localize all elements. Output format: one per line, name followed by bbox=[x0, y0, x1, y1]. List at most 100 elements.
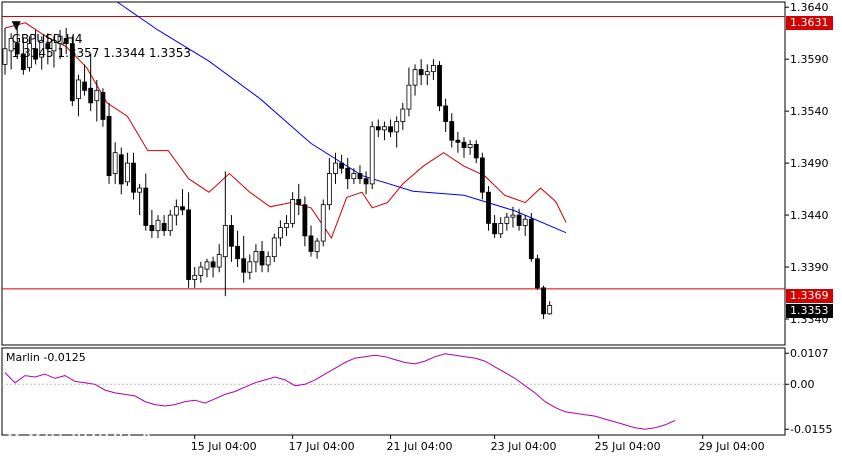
candle-body bbox=[308, 235, 314, 252]
level-tag-upper: 1.3631 bbox=[786, 16, 833, 30]
candle-body bbox=[369, 126, 375, 185]
candle-body bbox=[492, 222, 498, 235]
candle-body bbox=[486, 191, 491, 224]
candle-body bbox=[498, 222, 504, 235]
candle-body bbox=[253, 251, 259, 263]
indicator-value: -0.0125 bbox=[43, 351, 86, 364]
marlin-oscillator-line bbox=[4, 353, 676, 430]
instaforex-logo: instaforex Instant Forex Trading bbox=[4, 415, 184, 457]
time-axis-label: 29 Jul 04:00 bbox=[698, 440, 765, 453]
candle-body bbox=[76, 79, 81, 100]
candle-body bbox=[461, 141, 467, 148]
candle-body bbox=[33, 48, 38, 60]
candle-body bbox=[406, 84, 412, 110]
indicator-axis-label: 0.0107 bbox=[790, 346, 829, 360]
candle-body bbox=[277, 227, 283, 239]
candle-body bbox=[94, 89, 100, 102]
candle-body bbox=[296, 199, 302, 206]
candle-body bbox=[82, 81, 87, 91]
candle-body bbox=[125, 162, 130, 183]
candle-body bbox=[149, 225, 155, 232]
candle-body bbox=[39, 40, 45, 58]
price-axis-label: 1.3540 bbox=[790, 104, 829, 118]
candle-body bbox=[229, 225, 234, 247]
candle-body bbox=[161, 222, 167, 232]
candle-body bbox=[167, 214, 173, 232]
candle-body bbox=[400, 108, 406, 122]
candle-body bbox=[351, 173, 357, 180]
candle-body bbox=[314, 240, 320, 252]
candle-body bbox=[320, 204, 326, 242]
candle-body bbox=[222, 225, 228, 258]
candle-body bbox=[45, 43, 51, 50]
price-axis-label: 1.3640 bbox=[790, 0, 829, 14]
time-axis-label: 17 Jul 04:00 bbox=[288, 440, 355, 453]
candle-body bbox=[375, 126, 381, 131]
indicator-header: Marlin -0.0125 bbox=[6, 351, 86, 364]
candle-body bbox=[118, 154, 124, 185]
candle-body bbox=[382, 126, 387, 131]
candle-body bbox=[180, 206, 185, 211]
candle-body bbox=[290, 199, 296, 224]
candle-body bbox=[216, 254, 222, 268]
candle-body bbox=[388, 126, 393, 133]
candle-body bbox=[14, 43, 20, 55]
candle-body bbox=[51, 40, 57, 52]
candle-body bbox=[210, 261, 216, 268]
candle-body bbox=[2, 48, 8, 65]
candle-body bbox=[100, 92, 106, 120]
candle-body bbox=[302, 204, 308, 237]
candle-body bbox=[510, 214, 516, 218]
candle-body bbox=[412, 69, 418, 86]
candle-body bbox=[455, 139, 461, 143]
price-axis-label: 1.3440 bbox=[790, 208, 829, 222]
time-axis-label: 23 Jul 04:00 bbox=[490, 440, 557, 453]
price-axis-label: 1.3590 bbox=[790, 52, 829, 66]
candle-body bbox=[204, 261, 210, 270]
candle-body bbox=[137, 187, 143, 193]
candle-body bbox=[333, 162, 338, 174]
candle-body bbox=[265, 256, 271, 266]
logo-tagline: Instant Forex Trading bbox=[46, 445, 152, 456]
candle-body bbox=[106, 115, 112, 176]
candle-body bbox=[339, 162, 345, 169]
candle-body bbox=[467, 143, 473, 148]
candle-body bbox=[522, 218, 528, 226]
candle-body bbox=[541, 287, 546, 315]
candle-body bbox=[259, 251, 265, 266]
candle-body bbox=[547, 305, 553, 315]
instaforex-logo-icon bbox=[8, 419, 40, 451]
candle-body bbox=[394, 121, 400, 133]
candle-body bbox=[449, 121, 455, 141]
indicator-name: Marlin bbox=[6, 351, 40, 364]
candle-body bbox=[528, 218, 534, 260]
candle-body bbox=[155, 219, 161, 232]
main-chart-frame bbox=[1, 1, 786, 346]
candle-body bbox=[247, 261, 253, 273]
time-axis-label: 25 Jul 04:00 bbox=[594, 440, 661, 453]
candle-body bbox=[424, 71, 430, 76]
candle-body bbox=[357, 173, 363, 180]
candle-body bbox=[8, 37, 14, 52]
candle-body bbox=[479, 157, 485, 193]
candle-body bbox=[535, 258, 540, 289]
time-axis-label: 21 Jul 04:00 bbox=[386, 440, 453, 453]
candle-body bbox=[20, 53, 26, 70]
price-axis-label: 1.3390 bbox=[790, 260, 829, 274]
symbol-label: GBPUSD,H4 bbox=[11, 32, 83, 46]
candle-body bbox=[57, 35, 63, 44]
candle-body bbox=[271, 237, 277, 258]
candle-body bbox=[235, 245, 240, 260]
candle-body bbox=[143, 187, 149, 226]
candle-body bbox=[27, 43, 32, 68]
candle-body bbox=[363, 178, 369, 185]
candle-body bbox=[131, 162, 136, 193]
candle-body bbox=[63, 37, 69, 44]
dropdown-triangle-icon[interactable]: ▼ bbox=[11, 18, 21, 32]
candle-body bbox=[69, 43, 75, 102]
candle-body bbox=[88, 87, 94, 104]
indicator-axis-label: 0.00 bbox=[790, 377, 815, 391]
candle-body bbox=[516, 214, 522, 226]
candle-body bbox=[345, 167, 351, 180]
